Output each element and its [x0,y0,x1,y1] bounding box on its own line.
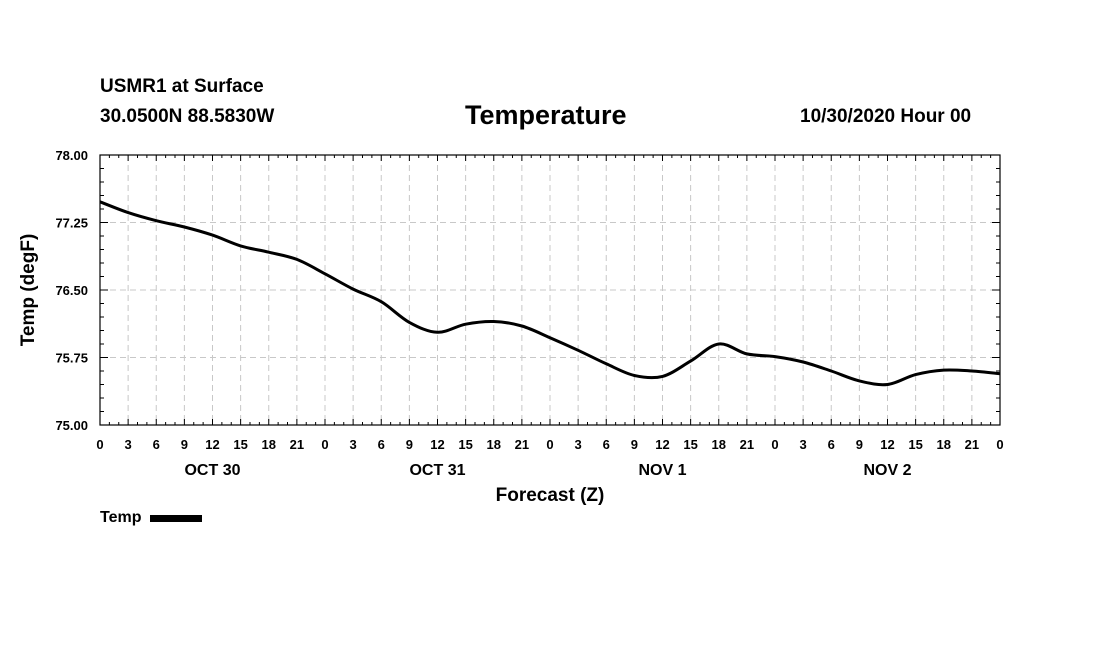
x-tick-label: 0 [96,437,103,452]
y-tick-label: 76.50 [55,283,88,298]
x-tick-label: 6 [153,437,160,452]
x-tick-label: 15 [233,437,247,452]
x-tick-label: 3 [575,437,582,452]
x-tick-label: 3 [125,437,132,452]
y-tick-label: 75.00 [55,418,88,433]
x-tick-label: 6 [603,437,610,452]
x-tick-label: 0 [546,437,553,452]
run-time: 10/30/2020 Hour 00 [800,106,972,127]
x-tick-label: 9 [856,437,863,452]
station-coordinates: 30.0500N 88.5830W [100,106,275,127]
legend-label: Temp [100,509,142,526]
legend-line-swatch [150,514,203,522]
x-tick-label: 15 [908,437,922,452]
chart-title: Temperature [465,100,627,130]
x-tick-label: 0 [321,437,328,452]
day-label: OCT 30 [184,462,240,479]
x-tick-label: 21 [290,437,304,452]
x-tick-label: 9 [181,437,188,452]
x-tick-label: 18 [712,437,726,452]
x-tick-label: 12 [430,437,444,452]
x-tick-label: 18 [262,437,276,452]
y-tick-label: 77.25 [55,216,88,231]
x-tick-label: 9 [406,437,413,452]
x-tick-label: 15 [683,437,697,452]
day-label: OCT 31 [409,462,465,479]
y-tick-label: 75.75 [55,351,88,366]
x-tick-label: 12 [205,437,219,452]
day-label: NOV 1 [638,462,686,479]
x-tick-label: 18 [487,437,501,452]
x-tick-label: 6 [378,437,385,452]
x-tick-label: 18 [937,437,951,452]
plot-frame [99,154,1001,426]
day-label: NOV 2 [863,462,911,479]
x-tick-label: 12 [655,437,669,452]
x-tick-label: 0 [771,437,778,452]
x-tick-label: 21 [515,437,529,452]
legend: Temp [100,509,203,527]
x-tick-label: 6 [828,437,835,452]
x-tick-label: 3 [350,437,357,452]
x-tick-label: 12 [880,437,894,452]
x-tick-label: 21 [965,437,979,452]
x-tick-label: 9 [631,437,638,452]
x-axis-title: Forecast (Z) [496,485,605,506]
x-tick-label: 3 [800,437,807,452]
station-name: USMR1 at Surface [100,76,264,97]
y-tick-label: 78.00 [55,148,88,163]
y-axis-title: Temp (degF) [18,234,39,347]
x-tick-label: 0 [996,437,1003,452]
x-tick-label: 21 [740,437,754,452]
x-tick-label: 15 [458,437,472,452]
